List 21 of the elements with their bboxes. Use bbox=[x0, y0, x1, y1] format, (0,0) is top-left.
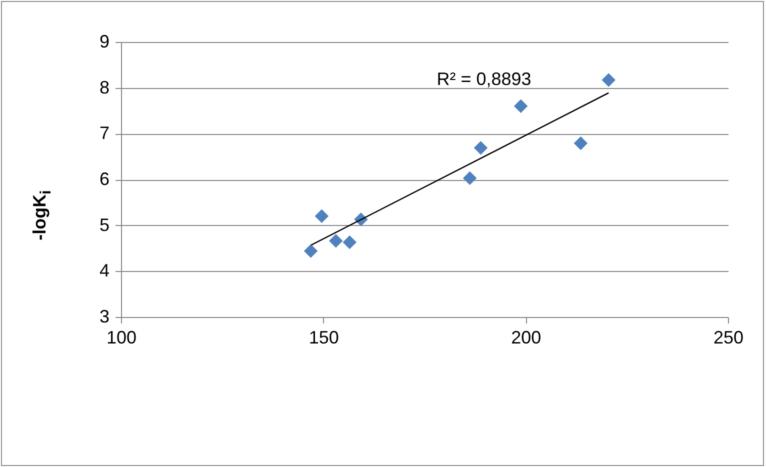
point bbox=[328, 234, 343, 248]
point bbox=[602, 73, 616, 87]
point bbox=[462, 171, 477, 186]
point bbox=[574, 136, 588, 150]
y-tick-label: 3 bbox=[99, 306, 110, 326]
y-tick-label: 6 bbox=[99, 169, 110, 189]
annotation: R² = 0,8893 bbox=[436, 69, 532, 89]
point bbox=[304, 244, 318, 258]
y-tick-label: 4 bbox=[99, 260, 110, 281]
y-tick-label: 5 bbox=[99, 214, 110, 235]
y-tick-label: 7 bbox=[99, 123, 110, 144]
point bbox=[514, 99, 528, 114]
point bbox=[342, 235, 357, 250]
x-tick-label: 150 bbox=[308, 328, 339, 348]
x-tick-label: 250 bbox=[713, 328, 744, 348]
y-tick-label: 9 bbox=[99, 32, 110, 52]
x-tick-label: 200 bbox=[511, 328, 542, 348]
y-tick-label: 8 bbox=[99, 77, 110, 98]
x-tick-label: 100 bbox=[106, 328, 137, 348]
point bbox=[474, 140, 488, 155]
point bbox=[314, 209, 329, 224]
